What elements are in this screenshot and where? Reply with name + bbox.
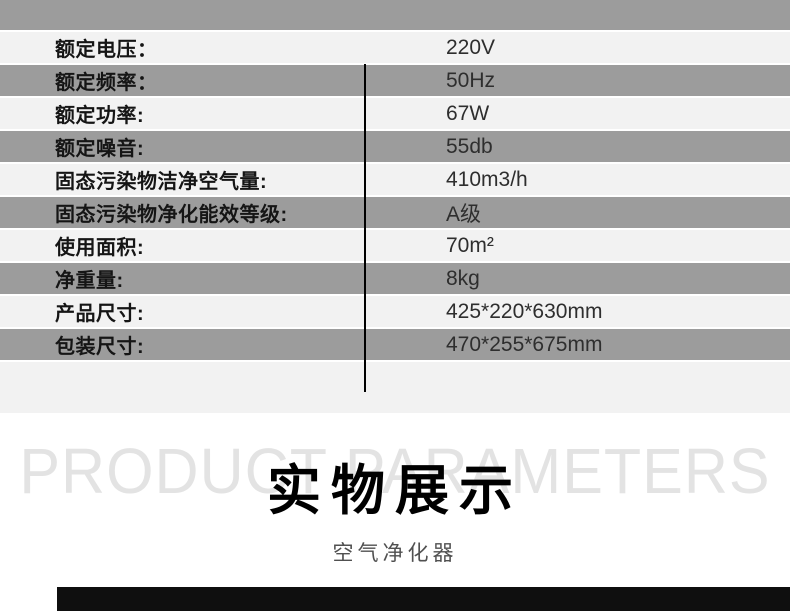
spec-label: 额定噪音:	[55, 138, 145, 160]
bottom-black-bar	[57, 587, 790, 611]
spec-table-section: 额定电压： 220V 额定频率： 50Hz 额定功率: 67W 额定噪音: 55db 固态污染物…	[0, 0, 790, 413]
spec-table: 额定电压： 220V 额定频率： 50Hz 额定功率: 67W 额定噪音: 55db 固态污染物…	[0, 32, 790, 392]
spec-value: 220V	[446, 35, 496, 59]
spec-row: 额定功率: 67W	[0, 98, 790, 131]
spec-row: 额定电压： 220V	[0, 32, 790, 65]
spec-row: 固态污染物洁净空气量: 410m3/h	[0, 164, 790, 197]
spec-label: 额定电压：	[55, 39, 158, 61]
spec-value: 425*220*630mm	[446, 299, 603, 323]
watermark-text: PRODUCT PARAMETERS	[19, 435, 771, 507]
spec-value: 55db	[446, 134, 493, 158]
spec-label: 净重量:	[55, 270, 124, 292]
spec-value: 8kg	[446, 266, 480, 290]
spec-row: 固态污染物净化能效等级: A级	[0, 197, 790, 230]
spec-label: 使用面积:	[55, 237, 145, 259]
spec-value: 67W	[446, 101, 490, 125]
top-gray-band	[0, 0, 790, 32]
spec-value: 470*255*675mm	[446, 332, 603, 356]
spec-row: 额定频率： 50Hz	[0, 65, 790, 98]
spec-row: 净重量: 8kg	[0, 263, 790, 296]
section-subtitle: 空气净化器	[332, 542, 458, 565]
spec-label: 固态污染物净化能效等级:	[55, 204, 288, 226]
spec-label: 额定功率:	[55, 105, 145, 127]
spec-label: 包装尺寸:	[55, 336, 145, 358]
spec-value: 70m²	[446, 233, 494, 257]
spec-label: 产品尺寸:	[55, 303, 145, 325]
spec-value: A级	[446, 202, 482, 226]
spec-row: 产品尺寸: 425*220*630mm	[0, 296, 790, 329]
column-divider-line	[364, 64, 366, 392]
spec-value: 50Hz	[446, 68, 496, 92]
spec-value: 410m3/h	[446, 167, 528, 191]
spec-label: 固态污染物洁净空气量:	[55, 171, 268, 193]
spec-label: 额定频率：	[55, 72, 158, 94]
spec-row: 使用面积: 70m²	[0, 230, 790, 263]
spec-row: 额定噪音: 55db	[0, 131, 790, 164]
spec-row: 包装尺寸: 470*255*675mm	[0, 329, 790, 362]
section-title: 实物展示	[267, 461, 523, 521]
